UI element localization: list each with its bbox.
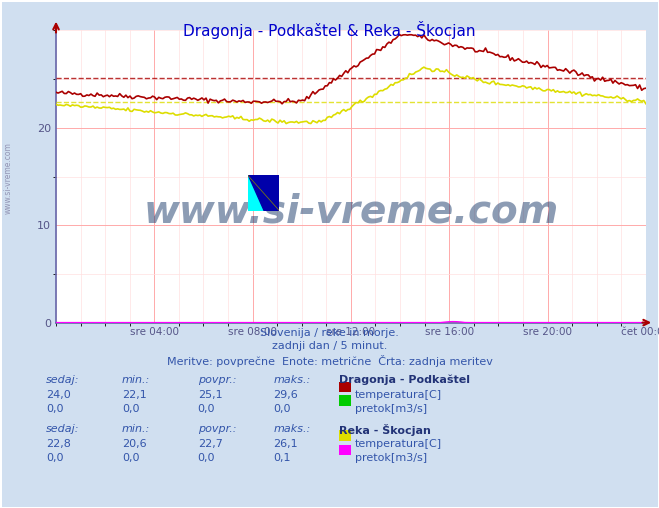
Text: 0,0: 0,0: [46, 453, 64, 463]
Text: 26,1: 26,1: [273, 439, 298, 449]
Text: 22,8: 22,8: [46, 439, 71, 449]
Text: 25,1: 25,1: [198, 390, 222, 400]
Text: 0,0: 0,0: [122, 453, 140, 463]
Text: 0,0: 0,0: [122, 404, 140, 414]
Text: 20,6: 20,6: [122, 439, 146, 449]
Text: zadnji dan / 5 minut.: zadnji dan / 5 minut.: [272, 341, 387, 352]
Text: 0,0: 0,0: [198, 404, 215, 414]
Text: www.si-vreme.com: www.si-vreme.com: [4, 142, 13, 214]
Polygon shape: [248, 175, 264, 211]
Text: Meritve: povprečne  Enote: metrične  Črta: zadnja meritev: Meritve: povprečne Enote: metrične Črta:…: [167, 355, 492, 367]
Text: Slovenija / reke in morje.: Slovenija / reke in morje.: [260, 328, 399, 338]
Text: 0,1: 0,1: [273, 453, 291, 463]
Text: maks.:: maks.:: [273, 375, 311, 385]
Text: temperatura[C]: temperatura[C]: [355, 439, 442, 449]
Text: pretok[m3/s]: pretok[m3/s]: [355, 453, 426, 463]
Text: www.si-vreme.com: www.si-vreme.com: [143, 193, 559, 231]
Text: min.:: min.:: [122, 424, 150, 434]
Text: sedaj:: sedaj:: [46, 375, 80, 385]
Text: povpr.:: povpr.:: [198, 424, 236, 434]
Text: 0,0: 0,0: [46, 404, 64, 414]
Polygon shape: [248, 175, 279, 211]
Text: 22,1: 22,1: [122, 390, 147, 400]
Text: pretok[m3/s]: pretok[m3/s]: [355, 404, 426, 414]
Text: Reka - Škocjan: Reka - Škocjan: [339, 424, 431, 436]
Text: temperatura[C]: temperatura[C]: [355, 390, 442, 400]
Text: povpr.:: povpr.:: [198, 375, 236, 385]
Text: min.:: min.:: [122, 375, 150, 385]
Text: Dragonja - Podkaštel & Reka - Škocjan: Dragonja - Podkaštel & Reka - Škocjan: [183, 21, 476, 39]
Text: Dragonja - Podkaštel: Dragonja - Podkaštel: [339, 375, 471, 386]
Text: 22,7: 22,7: [198, 439, 223, 449]
Text: sedaj:: sedaj:: [46, 424, 80, 434]
Text: maks.:: maks.:: [273, 424, 311, 434]
Text: 24,0: 24,0: [46, 390, 71, 400]
Text: 0,0: 0,0: [198, 453, 215, 463]
Text: 0,0: 0,0: [273, 404, 291, 414]
Text: 29,6: 29,6: [273, 390, 299, 400]
